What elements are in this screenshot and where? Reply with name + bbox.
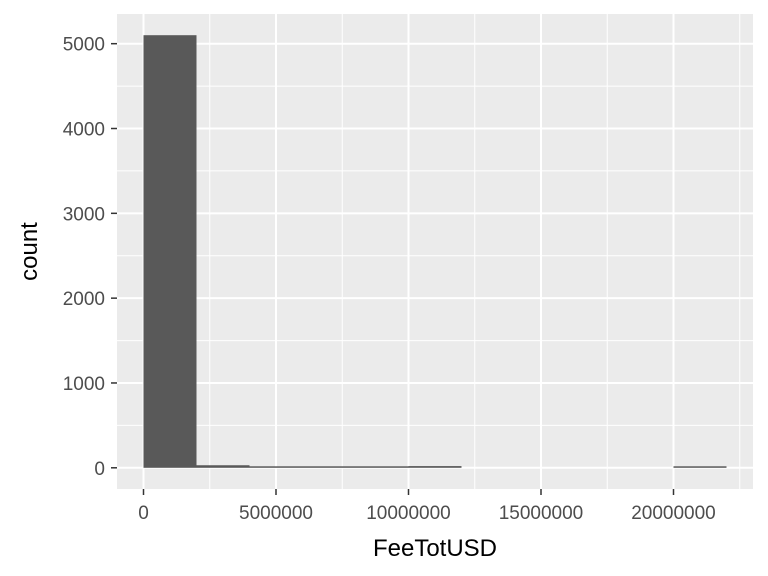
x-tick-label: 10000000 [366,503,451,524]
y-tick-labels: 0 1000 2000 3000 4000 5000 [63,35,105,480]
x-axis-title: FeeTotUSD [373,535,497,562]
histogram-bar [302,466,356,468]
y-axis-title: count [16,222,43,281]
minor-gridlines [117,14,753,489]
y-tick-label: 1000 [63,374,105,395]
histogram-bar [196,465,250,468]
x-tick-label: 20000000 [631,503,716,524]
y-tick-label: 5000 [63,35,105,56]
histogram-bar [249,466,303,468]
histogram-bar [408,466,462,468]
x-tick-label: 0 [138,503,149,524]
x-tick-label: 15000000 [499,503,584,524]
histogram-bar [355,466,409,468]
plot-panel [117,14,753,489]
histogram-bar [143,35,197,468]
y-tick-label: 0 [94,459,105,480]
y-tick-label: 4000 [63,120,105,141]
x-tick-label: 5000000 [239,503,313,524]
y-tick-label: 3000 [63,204,105,225]
axis-ticks [111,42,675,495]
x-tick-labels: 0 5000000 10000000 15000000 20000000 [138,503,716,524]
histogram-bars [143,35,727,468]
histogram-bar [673,466,727,468]
y-tick-label: 2000 [63,289,105,310]
